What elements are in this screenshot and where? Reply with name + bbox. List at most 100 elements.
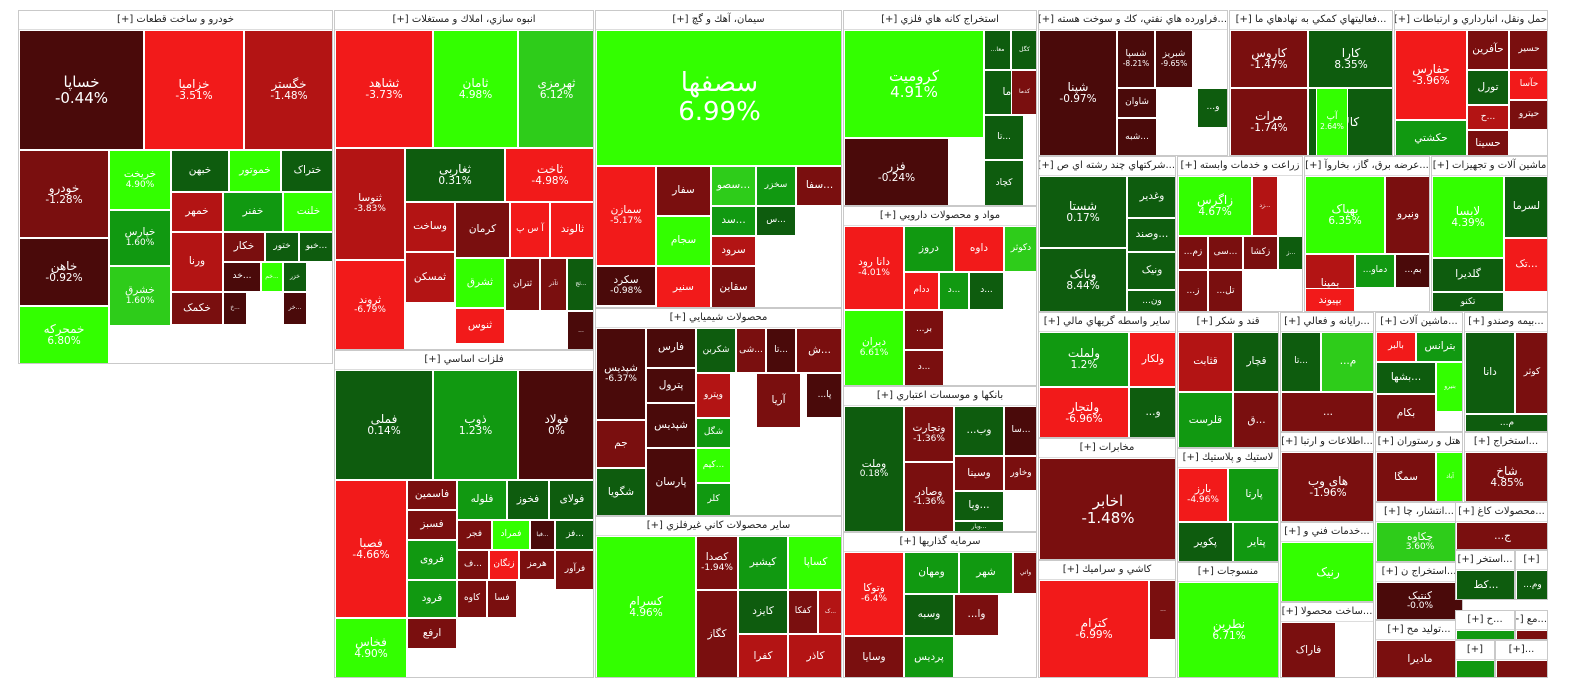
sector-title[interactable]: ...اطلاعات و ارتبا [+]	[1281, 433, 1373, 452]
stock-tile[interactable]: خساپا -0.44%	[19, 30, 144, 150]
stock-tile[interactable]: شگل	[696, 418, 731, 448]
stock-tile[interactable]: حسینا	[1467, 130, 1509, 155]
stock-tile[interactable]: شپنا -0.97%	[1039, 30, 1117, 155]
sector-title[interactable]: كاشي و سراميك [+]	[1039, 561, 1175, 580]
stock-tile[interactable]: وصادر -1.36%	[904, 462, 954, 531]
stock-tile[interactable]: کفرا	[738, 634, 788, 677]
stock-tile[interactable]: تا...	[1281, 332, 1321, 392]
stock-tile[interactable]: خموتور	[229, 150, 281, 192]
stock-tile[interactable]: فزر -0.24%	[844, 138, 949, 205]
stock-tile[interactable]: ویار...	[954, 521, 1004, 531]
stock-tile[interactable]: فاسمین	[407, 480, 457, 510]
sector-title[interactable]: ...ح [+]	[1456, 611, 1514, 630]
sector-title[interactable]: ...محصولات کاغ [+]	[1456, 503, 1547, 522]
stock-tile[interactable]: گلدیرا	[1432, 258, 1504, 292]
stock-tile[interactable]: کرمان	[455, 202, 510, 258]
stock-tile[interactable]: کیم...	[696, 448, 731, 483]
stock-tile[interactable]: کچاد	[984, 160, 1024, 205]
sector-title[interactable]: [+]	[1516, 551, 1547, 570]
stock-tile[interactable]: کیشیر	[738, 536, 788, 590]
stock-tile[interactable]: ذوب 1.23%	[433, 370, 518, 480]
stock-tile[interactable]: دانا	[1465, 332, 1515, 414]
stock-tile[interactable]: خزامیا -3.51%	[144, 30, 244, 150]
stock-tile[interactable]: سفا...	[796, 166, 841, 206]
sector-title[interactable]: ...فراورده هاي نفتي، كك و سوخت هسته [+]	[1039, 11, 1227, 30]
stock-tile[interactable]: ختراک	[281, 150, 332, 192]
sector-title[interactable]: ...انتشار، چا [+]	[1376, 503, 1462, 522]
stock-tile[interactable]: ق...	[1233, 392, 1278, 447]
stock-tile[interactable]: کسرام 4.96%	[596, 536, 696, 677]
stock-tile[interactable]: کدما	[1011, 70, 1036, 115]
sector-title[interactable]: سرمايه گذاريها [+]	[844, 533, 1036, 552]
stock-tile[interactable]: شپدیس -6.37%	[596, 328, 646, 420]
stock-tile[interactable]: شسپا -8.21%	[1117, 30, 1155, 88]
stock-tile[interactable]: کایزد	[738, 590, 788, 634]
stock-tile[interactable]: وپترو	[696, 373, 731, 418]
stock-tile[interactable]: ولملت 1.2%	[1039, 332, 1129, 387]
stock-tile[interactable]: سمازن -5.17%	[596, 166, 656, 266]
stock-tile[interactable]: کرومیت 4.91%	[844, 30, 984, 138]
stock-tile[interactable]: فملی 0.14%	[335, 370, 433, 480]
sector-title[interactable]: مواد و محصولات دارويي [+]	[844, 207, 1036, 226]
sector-title[interactable]: ساير واسطه گريهاي مالي [+]	[1039, 313, 1175, 332]
sector-title[interactable]: ...مع [+]	[1516, 611, 1547, 630]
stock-tile[interactable]: سخزر	[756, 166, 796, 206]
stock-tile[interactable]: تک...	[1504, 238, 1547, 292]
stock-tile[interactable]: د...	[939, 272, 969, 310]
stock-tile[interactable]: وسایا	[844, 636, 904, 677]
sector-title[interactable]: لاستيك و پلاستيك [+]	[1178, 449, 1278, 468]
stock-tile[interactable]: ...ز	[1178, 270, 1208, 311]
stock-tile[interactable]: ثغاربی 0.31%	[405, 148, 505, 202]
stock-tile[interactable]: خ...	[223, 292, 247, 325]
stock-tile[interactable]: فسا	[487, 580, 517, 618]
stock-tile[interactable]: شاوان	[1117, 88, 1157, 118]
stock-tile[interactable]: خد...	[223, 262, 261, 292]
stock-tile[interactable]: خمهر	[171, 192, 223, 232]
stock-tile[interactable]: کصدا -1.94%	[696, 536, 738, 590]
stock-tile[interactable]: سا...	[1004, 406, 1036, 456]
stock-tile[interactable]: حآسا	[1509, 70, 1547, 100]
stock-tile[interactable]: وسینا	[954, 456, 1004, 491]
stock-tile[interactable]: کاروس -1.47%	[1230, 30, 1308, 88]
stock-tile[interactable]: شستا 0.17%	[1039, 176, 1127, 248]
sector-title[interactable]: ...تولید مح [+]	[1376, 621, 1462, 640]
stock-tile[interactable]: بترانس	[1416, 332, 1462, 362]
stock-tile[interactable]: ثج...	[567, 258, 593, 311]
stock-tile[interactable]: جم	[596, 420, 646, 468]
stock-tile[interactable]: بشها...	[1376, 362, 1436, 394]
stock-tile[interactable]: هرمز	[519, 550, 555, 580]
stock-tile[interactable]: رنیک	[1281, 542, 1373, 601]
stock-tile[interactable]: لابسا 4.39%	[1432, 176, 1504, 258]
stock-tile[interactable]: ...وم	[1516, 570, 1547, 599]
sector-title[interactable]: ...عرضه برق، گاز، بخاروآ [+]	[1305, 157, 1429, 176]
stock-tile[interactable]: ...	[567, 311, 593, 349]
stock-tile[interactable]: سرود	[711, 236, 756, 266]
stock-tile[interactable]: سنیر	[656, 266, 711, 307]
stock-tile[interactable]: ...	[1281, 392, 1373, 431]
sector-title[interactable]: ...خدمات فني و [+]	[1281, 523, 1373, 542]
sector-title[interactable]: ...استخراج [+]	[1465, 433, 1547, 452]
stock-tile[interactable]: دیران 6.61%	[844, 310, 904, 385]
stock-tile[interactable]: وتجارت -1.36%	[904, 406, 954, 462]
stock-tile[interactable]: فخاس 4.90%	[335, 618, 407, 677]
stock-tile[interactable]: کلر	[696, 483, 731, 515]
stock-tile[interactable]: وصند...	[1127, 218, 1175, 252]
stock-tile[interactable]: نطرین 6.71%	[1178, 582, 1278, 677]
stock-tile[interactable]: سجام	[656, 216, 711, 266]
stock-tile[interactable]: آباد	[1436, 452, 1462, 501]
stock-tile[interactable]: شپدیس	[646, 403, 696, 448]
stock-tile[interactable]: خلنت	[283, 192, 332, 232]
stock-tile[interactable]: شاخ 4.85%	[1465, 452, 1547, 501]
stock-tile[interactable]: بارز -4.96%	[1178, 468, 1228, 522]
stock-tile[interactable]: کاذر	[788, 634, 841, 677]
stock-tile[interactable]: ...و	[1129, 387, 1175, 437]
stock-tile[interactable]: وغدیر	[1127, 176, 1175, 218]
stock-tile[interactable]: خر...	[283, 292, 307, 325]
stock-tile[interactable]: فز...	[555, 520, 593, 550]
stock-tile[interactable]: وتوکا -6.4%	[844, 552, 904, 636]
stock-tile[interactable]: ...م	[1321, 332, 1373, 392]
stock-tile[interactable]: خبو...	[299, 232, 332, 262]
stock-tile[interactable]: واتي	[1013, 552, 1036, 594]
stock-tile[interactable]: کوثر	[1515, 332, 1547, 414]
stock-tile[interactable]: اخابر -1.48%	[1039, 458, 1175, 559]
